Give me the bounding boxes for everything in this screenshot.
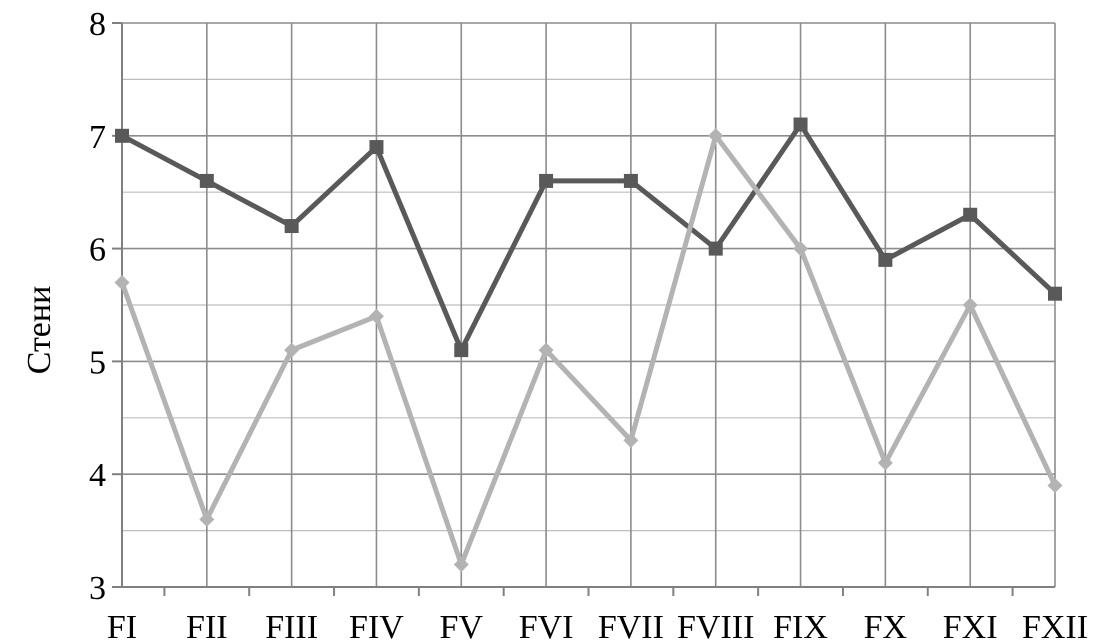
x-tick-label: FIX — [773, 609, 828, 643]
data-point-diamond — [114, 274, 130, 290]
data-point-square — [1048, 286, 1062, 301]
x-tick-label: FV — [440, 609, 484, 643]
y-tick-label: 8 — [89, 6, 106, 43]
x-tick-label: FIV — [349, 609, 404, 643]
y-tick-labels: 3 4 5 6 7 8 — [89, 6, 106, 607]
series-lines — [119, 122, 1058, 567]
data-point-square — [793, 117, 808, 132]
data-point-square — [284, 219, 299, 234]
data-point-square — [963, 207, 978, 222]
x-tick-label: FVIII — [677, 609, 754, 643]
data-point-diamond — [962, 297, 978, 313]
y-tick-label: 7 — [89, 119, 106, 156]
data-point-diamond — [877, 455, 893, 471]
data-point-diamond — [708, 128, 724, 144]
data-point-square — [878, 252, 893, 267]
data-point-square — [369, 140, 384, 155]
data-point-diamond — [623, 432, 639, 448]
x-tick-label: FVII — [598, 609, 664, 643]
x-tick-label: FXII — [1022, 609, 1088, 643]
x-tick-label: FI — [107, 609, 137, 643]
series-line-1 — [120, 122, 1057, 353]
x-tick-label: FX — [864, 609, 907, 643]
axes — [112, 22, 1055, 596]
y-tick-label: 4 — [89, 457, 106, 494]
data-point-square — [199, 173, 214, 188]
series-markers — [114, 117, 1063, 572]
x-tick-label: FXI — [943, 609, 998, 643]
data-point-diamond — [368, 308, 384, 324]
data-point-diamond — [1047, 477, 1063, 493]
data-point-diamond — [453, 556, 469, 572]
data-point-square — [623, 173, 638, 188]
data-point-diamond — [793, 241, 809, 257]
data-point-square — [115, 128, 129, 143]
y-tick-label: 5 — [89, 344, 106, 381]
data-point-square — [708, 241, 723, 256]
y-tick-label: 6 — [89, 232, 106, 269]
x-tick-label: FIII — [265, 609, 318, 643]
x-tick-label: FII — [186, 609, 228, 643]
data-point-diamond — [538, 342, 554, 358]
x-tick-labels: FI FII FIII FIV FV FVI FVII FVIII FIX FX FXI FXII — [107, 609, 1088, 643]
x-tick-label: FVI — [519, 609, 574, 643]
grid — [122, 22, 1056, 587]
data-point-diamond — [284, 342, 300, 358]
data-point-diamond — [199, 511, 215, 527]
series-line-2 — [119, 133, 1058, 567]
y-tick-label: 3 — [89, 570, 106, 607]
data-point-square — [539, 173, 554, 188]
data-point-square — [454, 343, 469, 358]
